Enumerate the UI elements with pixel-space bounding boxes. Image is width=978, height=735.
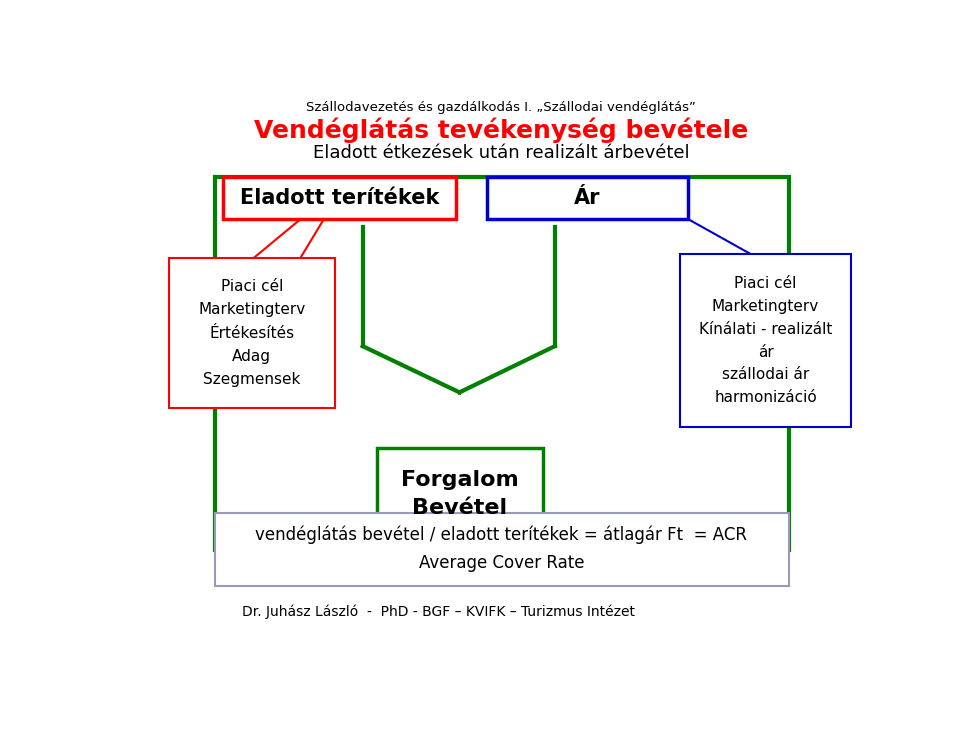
- Text: vendéglátás bevétel / eladott terítékek = átlagár Ft  = ACR: vendéglátás bevétel / eladott terítékek …: [255, 526, 746, 544]
- Text: Eladott terítékek: Eladott terítékek: [240, 188, 438, 208]
- Text: Szállodavezetés és gazdálkodás I. „Szállodai vendéglátás”: Szállodavezetés és gazdálkodás I. „Száll…: [306, 101, 695, 114]
- Bar: [168, 257, 335, 408]
- Text: Forgalom
Bevétel: Forgalom Bevétel: [400, 470, 517, 518]
- Text: Eladott étkezések után realizált árbevétel: Eladott étkezések után realizált árbevét…: [313, 143, 689, 162]
- Text: Piaci cél
Marketingterv
Értékesítés
Adag
Szegmensek: Piaci cél Marketingterv Értékesítés Adag…: [198, 279, 305, 387]
- Bar: [377, 448, 543, 540]
- Text: Piaci cél
Marketingterv
Kínálati - realizált
ár
szállodai ár
harmonizáció: Piaci cél Marketingterv Kínálati - reali…: [698, 276, 831, 405]
- Bar: [486, 176, 688, 219]
- Text: Vendéglátás tevékenység bevétele: Vendéglátás tevékenység bevétele: [254, 118, 748, 143]
- Bar: [680, 254, 850, 427]
- Text: Average Cover Rate: Average Cover Rate: [419, 554, 584, 573]
- Text: Ár: Ár: [573, 188, 600, 208]
- Bar: [215, 176, 788, 551]
- Bar: [223, 176, 455, 219]
- Bar: [215, 513, 788, 587]
- Text: Dr. Juhász László  -  PhD - BGF – KVIFK – Turizmus Intézet: Dr. Juhász László - PhD - BGF – KVIFK – …: [243, 605, 635, 619]
